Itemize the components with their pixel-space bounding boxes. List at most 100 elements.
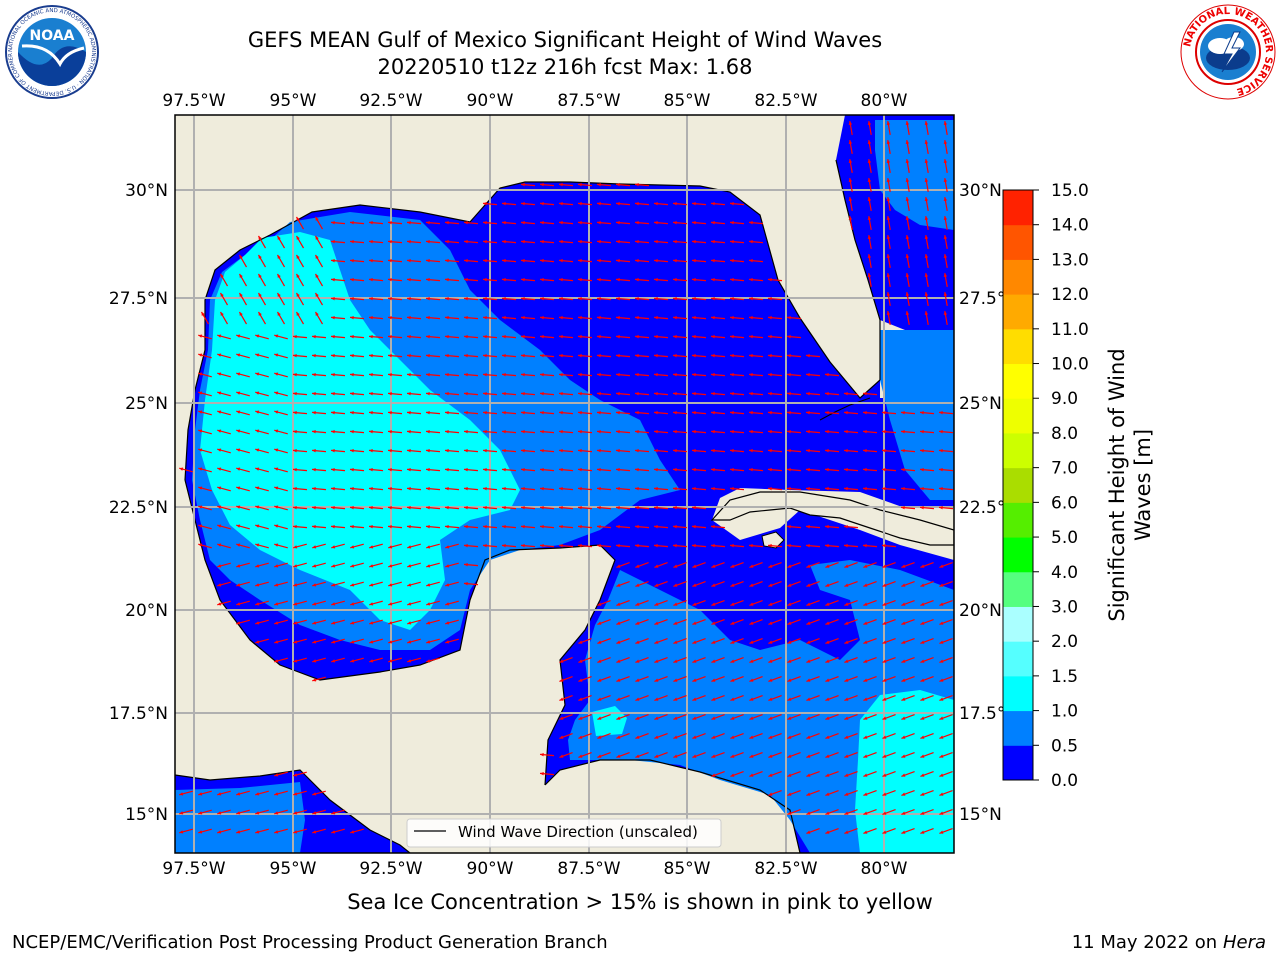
wind-arrow-head (521, 410, 525, 415)
wind-arrow-head (711, 239, 715, 244)
colorbar-segment (1003, 363, 1033, 399)
wind-arrow-head (502, 277, 506, 282)
wind-arrow-head (806, 716, 811, 720)
wind-arrow-head (597, 353, 601, 358)
wind-arrow-head (521, 429, 525, 434)
wind-arrow-head (905, 235, 910, 239)
wind-arrow-head (787, 754, 792, 758)
wind-arrow-head (711, 429, 715, 434)
wind-arrow-head (635, 334, 639, 339)
colorbar-tick-label: 3.0 (1051, 597, 1078, 617)
colorbar-segment (1003, 571, 1033, 607)
wind-arrow-head (559, 505, 563, 510)
wind-arrow-head (825, 372, 829, 377)
florida-east-coastline (835, 159, 881, 380)
wind-arrow-head (616, 220, 620, 225)
wind-arrow-head (369, 296, 373, 301)
wind-arrow-head (943, 178, 948, 182)
wind-arrow-head (730, 640, 735, 644)
wind-arrow-head (198, 410, 203, 414)
wind-arrow-head (825, 697, 830, 701)
svg-text:22.5°N: 22.5°N (109, 498, 168, 518)
wind-arrow-head (635, 277, 639, 282)
wind-arrow-head (616, 410, 620, 415)
wind-arrow-head (749, 602, 754, 606)
wind-arrow-head (388, 524, 392, 529)
wind-arrow-head (886, 235, 891, 239)
wind-arrow-head (787, 811, 792, 815)
wind-arrow-head (787, 697, 792, 701)
wind-arrow-head (711, 583, 716, 587)
wind-arrow-head (407, 296, 411, 301)
wind-arrow-head (654, 678, 659, 682)
map-title: GEFS MEAN Gulf of Mexico Significant Hei… (247, 28, 883, 52)
wind-arrow-head (616, 505, 620, 510)
wind-arrow-head (943, 254, 948, 258)
wind-arrow-head (749, 697, 754, 701)
wind-arrow-head (388, 486, 392, 491)
wind-arrow-head (730, 201, 734, 206)
wind-arrow-head (730, 543, 734, 548)
wind-arrow-head (426, 258, 430, 263)
wind-arrow-head (277, 273, 281, 278)
wind-arrow-head (540, 771, 544, 776)
wind-arrow-head (293, 621, 298, 625)
wind-arrow-head (578, 486, 582, 491)
wind-arrow-head (198, 792, 203, 796)
wind-arrow-head (540, 201, 544, 206)
colorbar-label-line1: Significant Height of Wind (1105, 348, 1129, 621)
wind-arrow-head (426, 659, 431, 663)
wind-arrow-head (863, 754, 868, 758)
wind-arrow-head (844, 524, 848, 529)
wind-arrow-head (296, 273, 300, 278)
wind-arrow-head (502, 410, 506, 415)
wind-arrow-head (217, 792, 222, 796)
wind-arrow-head (901, 640, 906, 644)
wind-arrow-head (274, 334, 279, 338)
wind-arrow-head (236, 391, 241, 395)
wind-arrow-head (844, 659, 849, 663)
wind-arrow-head (844, 811, 849, 815)
wind-arrow-head (236, 505, 241, 509)
wind-arrow-head (274, 773, 279, 777)
wind-arrow-head (521, 391, 525, 396)
wind-arrow-head (901, 564, 906, 568)
wind-arrow-head (521, 543, 525, 548)
wind-arrow-head (445, 277, 449, 282)
wind-arrow-head (331, 448, 335, 453)
wind-arrow-head (445, 583, 450, 587)
wind-arrow-head (597, 754, 602, 758)
wind-arrow-head (407, 277, 411, 282)
wind-arrow-head (179, 811, 184, 815)
wind-arrow-head (920, 735, 925, 739)
wind-arrow-head (806, 659, 811, 663)
wind-arrow-head (924, 121, 929, 125)
wind-arrow-head (255, 524, 260, 528)
wind-arrow-head (806, 830, 811, 834)
wind-arrow-head (749, 296, 753, 301)
wind-arrow-head (407, 505, 411, 510)
wind-arrow-head (578, 258, 582, 263)
wind-arrow-head (521, 486, 525, 491)
wind-arrow-head (293, 467, 297, 472)
wind-arrow-head (274, 353, 279, 357)
wind-arrow-head (901, 678, 906, 682)
wind-arrow-head (559, 220, 563, 225)
wind-arrow-head (806, 543, 810, 548)
wind-arrow-head (920, 678, 925, 682)
wind-arrow-head (198, 391, 203, 395)
wind-arrow-head (654, 429, 658, 434)
wind-arrow-head (312, 792, 317, 796)
wind-arrow-head (559, 486, 563, 491)
wind-arrow-head (924, 140, 929, 144)
wind-arrow-head (540, 277, 544, 282)
wind-arrow-head (825, 524, 829, 529)
wind-arrow-head (848, 197, 853, 201)
wind-arrow-head (825, 830, 830, 834)
wind-arrow-head (825, 621, 830, 625)
wind-arrow-head (201, 311, 205, 316)
wind-arrow-head (848, 121, 853, 125)
wind-arrow-head (673, 201, 677, 206)
wind-arrow-head (388, 258, 392, 263)
wind-arrow-head (848, 140, 853, 144)
